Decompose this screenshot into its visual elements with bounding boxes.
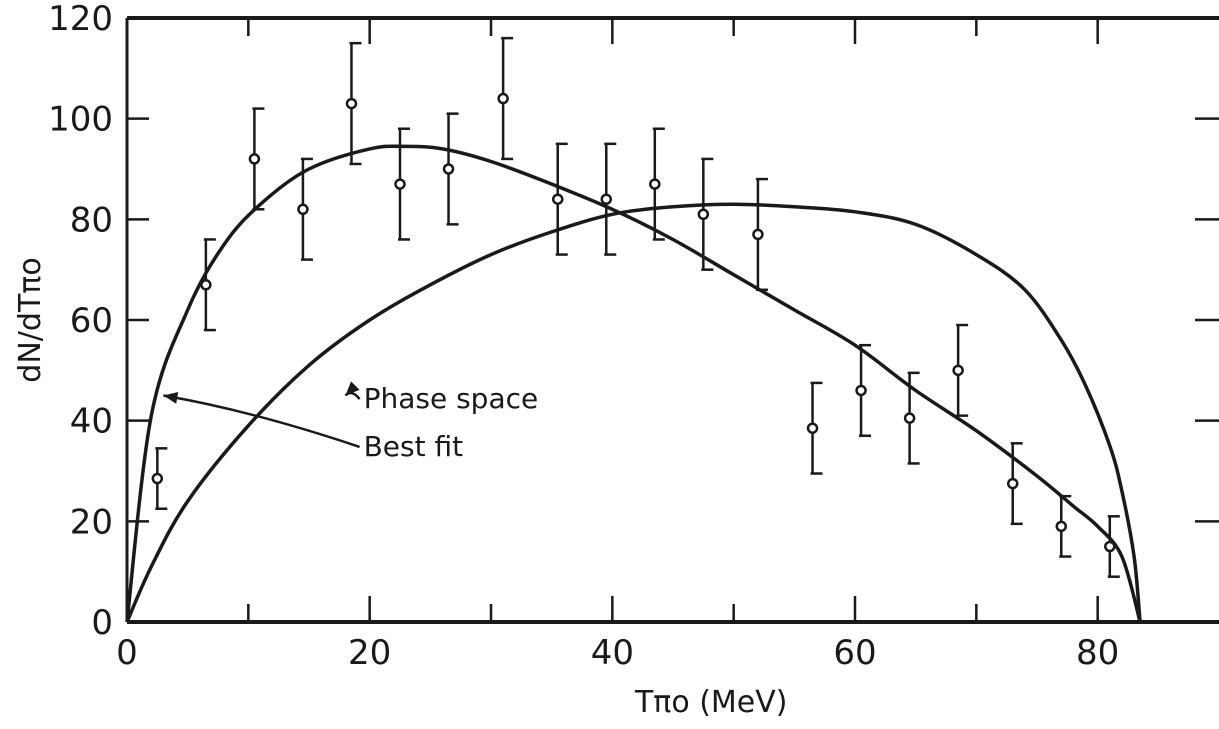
point-marker [752,228,764,241]
x-tick-label: 40 [591,633,634,673]
point-marker [497,92,509,105]
data-point [551,142,568,256]
best-fit-label: Best fit [364,430,464,463]
phase-space-arrowhead [345,381,360,396]
x-axis-label: Tπo (MeV) [634,685,788,720]
data-point [151,447,168,510]
x-tick-label: 20 [348,633,391,673]
y-tick-label: 0 [91,603,113,643]
y-tick-label: 120 [48,0,113,39]
data-point [1104,515,1120,578]
data-point [497,36,514,161]
y-axis-label: dN/dTπo [13,257,48,382]
y-tick-label: 40 [70,402,113,442]
y-tick-label: 20 [70,502,113,542]
data-point [600,142,617,256]
point-marker [248,153,261,165]
data-point [903,371,920,465]
point-marker [345,97,358,110]
point-marker [442,163,455,175]
tick-labels: 0 20 40 60 80 0 20 40 60 80 100 120 [48,0,1119,673]
data-point [442,112,459,226]
point-marker [1055,520,1068,533]
data-point [248,107,265,211]
best-fit-arrow [163,394,360,449]
x-tick-label: 80 [1076,633,1119,673]
curves [125,144,1142,623]
y-tick-label: 100 [48,100,113,140]
data-point [952,323,969,417]
data-point [200,238,216,332]
point-marker [151,472,164,485]
x-tick-label: 60 [833,633,876,673]
point-marker [1006,477,1019,490]
point-marker [600,193,613,205]
data-points [151,36,1120,578]
y-tick-label: 80 [70,200,113,240]
point-marker [697,208,710,221]
data-point [1006,442,1023,526]
best-fit-arrowhead [163,391,179,404]
data-point [855,343,872,438]
x-tick-label: 0 [116,633,138,673]
point-marker [649,178,661,190]
data-point [806,381,823,475]
point-marker [903,412,916,424]
point-marker [855,384,867,397]
data-point [752,177,768,292]
axis-ticks [127,18,1219,622]
point-marker [394,178,406,190]
phase-space-curve [125,202,1142,623]
point-marker [200,279,212,291]
data-point [394,127,410,241]
data-point [649,127,665,241]
point-marker [297,203,309,216]
phase-space-label: Phase space [364,382,539,415]
best-fit-curve [125,144,1142,623]
point-marker [1104,540,1116,553]
y-tick-label: 60 [70,301,113,341]
data-point [1055,494,1072,558]
plot-frame [125,16,1219,624]
annotations: Phase space Best fit [163,381,538,463]
data-point [297,157,313,261]
point-marker [952,364,964,377]
data-point [697,157,714,271]
point-marker [551,193,564,205]
point-marker [806,422,819,434]
data-point [345,41,362,166]
